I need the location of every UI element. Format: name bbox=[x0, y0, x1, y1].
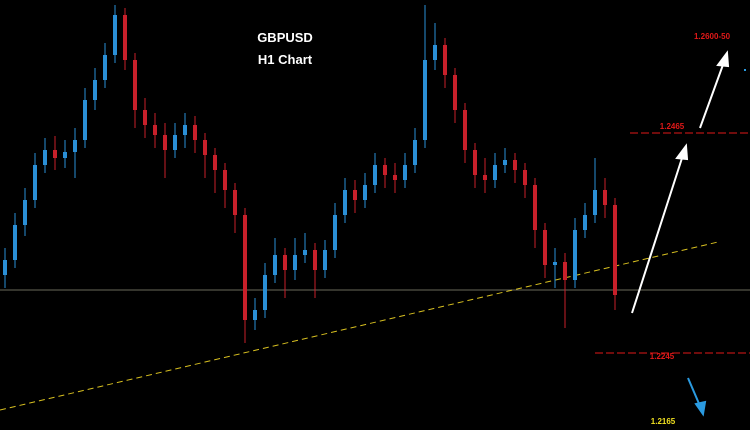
candle-body bbox=[123, 15, 127, 60]
candle-body bbox=[273, 255, 277, 275]
candle-body bbox=[283, 255, 287, 270]
candle-body bbox=[493, 165, 497, 180]
arrow-head bbox=[675, 143, 689, 161]
candle-body bbox=[473, 150, 477, 175]
candle-body bbox=[243, 215, 247, 320]
candle-body bbox=[523, 170, 527, 185]
candle-body bbox=[513, 160, 517, 170]
candle-body bbox=[103, 55, 107, 80]
candle-body bbox=[353, 190, 357, 200]
candle-body bbox=[23, 200, 27, 225]
candle-body bbox=[323, 250, 327, 270]
arrow bbox=[687, 377, 701, 407]
candle-body bbox=[573, 230, 577, 280]
candle-body bbox=[253, 310, 257, 320]
chart-title: GBPUSD bbox=[257, 30, 313, 45]
candle-body bbox=[393, 175, 397, 180]
candle-body bbox=[313, 250, 317, 270]
candle-body bbox=[53, 150, 57, 158]
candle-body bbox=[423, 60, 427, 140]
candle-body bbox=[193, 125, 197, 140]
candle-body bbox=[13, 225, 17, 260]
candle-body bbox=[403, 165, 407, 180]
marker-dot bbox=[744, 69, 746, 71]
candle-body bbox=[443, 45, 447, 75]
target-label: 1.2165 bbox=[651, 417, 676, 426]
candle-body bbox=[543, 230, 547, 265]
candle-body bbox=[223, 170, 227, 190]
candle-body bbox=[183, 125, 187, 135]
trend-line bbox=[0, 241, 719, 411]
candle-body bbox=[213, 155, 217, 170]
arrow bbox=[631, 154, 684, 314]
candle-body bbox=[83, 100, 87, 140]
candle-body bbox=[563, 262, 567, 280]
candle-body bbox=[263, 275, 267, 310]
candle-body bbox=[143, 110, 147, 125]
level-label: 1.2465 bbox=[660, 122, 685, 131]
candle-body bbox=[153, 125, 157, 135]
candle-body bbox=[3, 260, 7, 275]
candle-body bbox=[133, 60, 137, 110]
down-arrow bbox=[687, 377, 707, 417]
candle-body bbox=[503, 160, 507, 165]
candle-body bbox=[343, 190, 347, 215]
candle-body bbox=[203, 140, 207, 155]
candle-body bbox=[233, 190, 237, 215]
candle-body bbox=[453, 75, 457, 110]
candle-body bbox=[63, 152, 67, 158]
candle-body bbox=[483, 175, 487, 180]
candle-body bbox=[383, 165, 387, 175]
candle-body bbox=[463, 110, 467, 150]
candle-body bbox=[603, 190, 607, 205]
level-label: 1.2245 bbox=[650, 352, 675, 361]
arrow-head bbox=[716, 50, 730, 68]
candle-body bbox=[533, 185, 537, 230]
arrow bbox=[699, 61, 725, 129]
candle-body bbox=[303, 250, 307, 255]
candle-body bbox=[593, 190, 597, 215]
candle-body bbox=[113, 15, 117, 55]
candle-body bbox=[433, 45, 437, 60]
candle-body bbox=[553, 262, 557, 265]
chart-subtitle: H1 Chart bbox=[258, 52, 313, 67]
candle-body bbox=[373, 165, 377, 185]
candle-body bbox=[93, 80, 97, 100]
target-label: 1.2600-50 bbox=[694, 32, 731, 41]
candle-body bbox=[173, 135, 177, 150]
candle-body bbox=[73, 140, 77, 152]
candle-body bbox=[163, 135, 167, 150]
candle-body bbox=[413, 140, 417, 165]
candle-body bbox=[43, 150, 47, 165]
candle-body bbox=[293, 255, 297, 270]
candle-body bbox=[33, 165, 37, 200]
candle-body bbox=[583, 215, 587, 230]
candle-body bbox=[333, 215, 337, 250]
arrow-head bbox=[694, 400, 707, 417]
candle-body bbox=[363, 185, 367, 200]
candle-body bbox=[613, 205, 617, 295]
arrows bbox=[631, 50, 730, 314]
